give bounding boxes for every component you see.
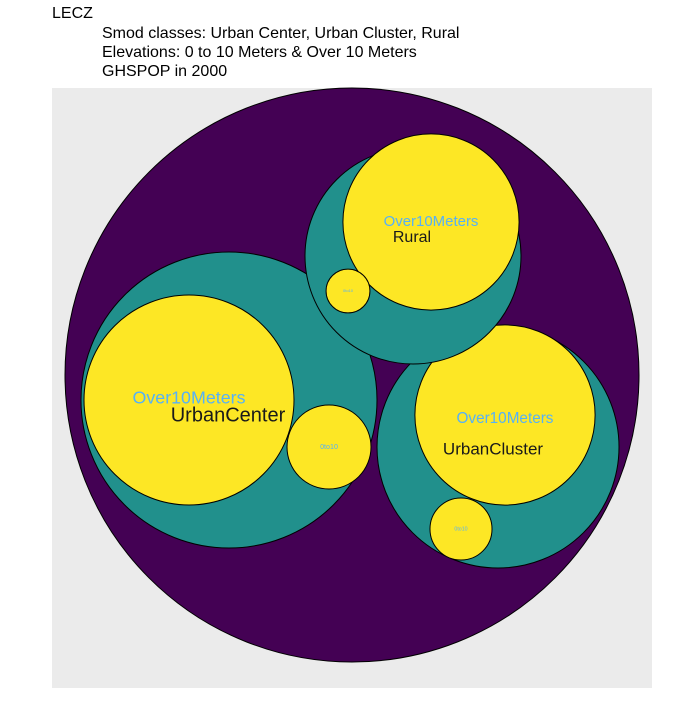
leaf-label: 0to10 (343, 288, 354, 293)
leaf-label: Over10Meters (132, 388, 245, 408)
leaf-circle (325, 268, 371, 314)
group-label: UrbanCenter (171, 404, 286, 426)
leaf-circle (83, 294, 295, 506)
group-label: Rural (393, 229, 431, 246)
leaf-label: Over10Meters (384, 213, 479, 230)
group-label: UrbanCluster (443, 439, 543, 458)
chart-subtitle: GHSPOP in 2000 (102, 63, 227, 80)
leaf-circle (286, 404, 372, 490)
leaf-circle (414, 324, 596, 506)
leaf-label: 0to10 (320, 443, 338, 451)
leaf-circle (429, 497, 493, 561)
chart-title: LECZ (52, 5, 93, 22)
chart-subtitle: Elevations: 0 to 10 Meters & Over 10 Met… (102, 44, 417, 61)
leaf-label: 0to10 (454, 526, 467, 532)
leaf-label: Over10Meters (457, 410, 554, 427)
chart-subtitle: Smod classes: Urban Center, Urban Cluste… (102, 25, 459, 42)
leaf-circle (342, 133, 520, 311)
